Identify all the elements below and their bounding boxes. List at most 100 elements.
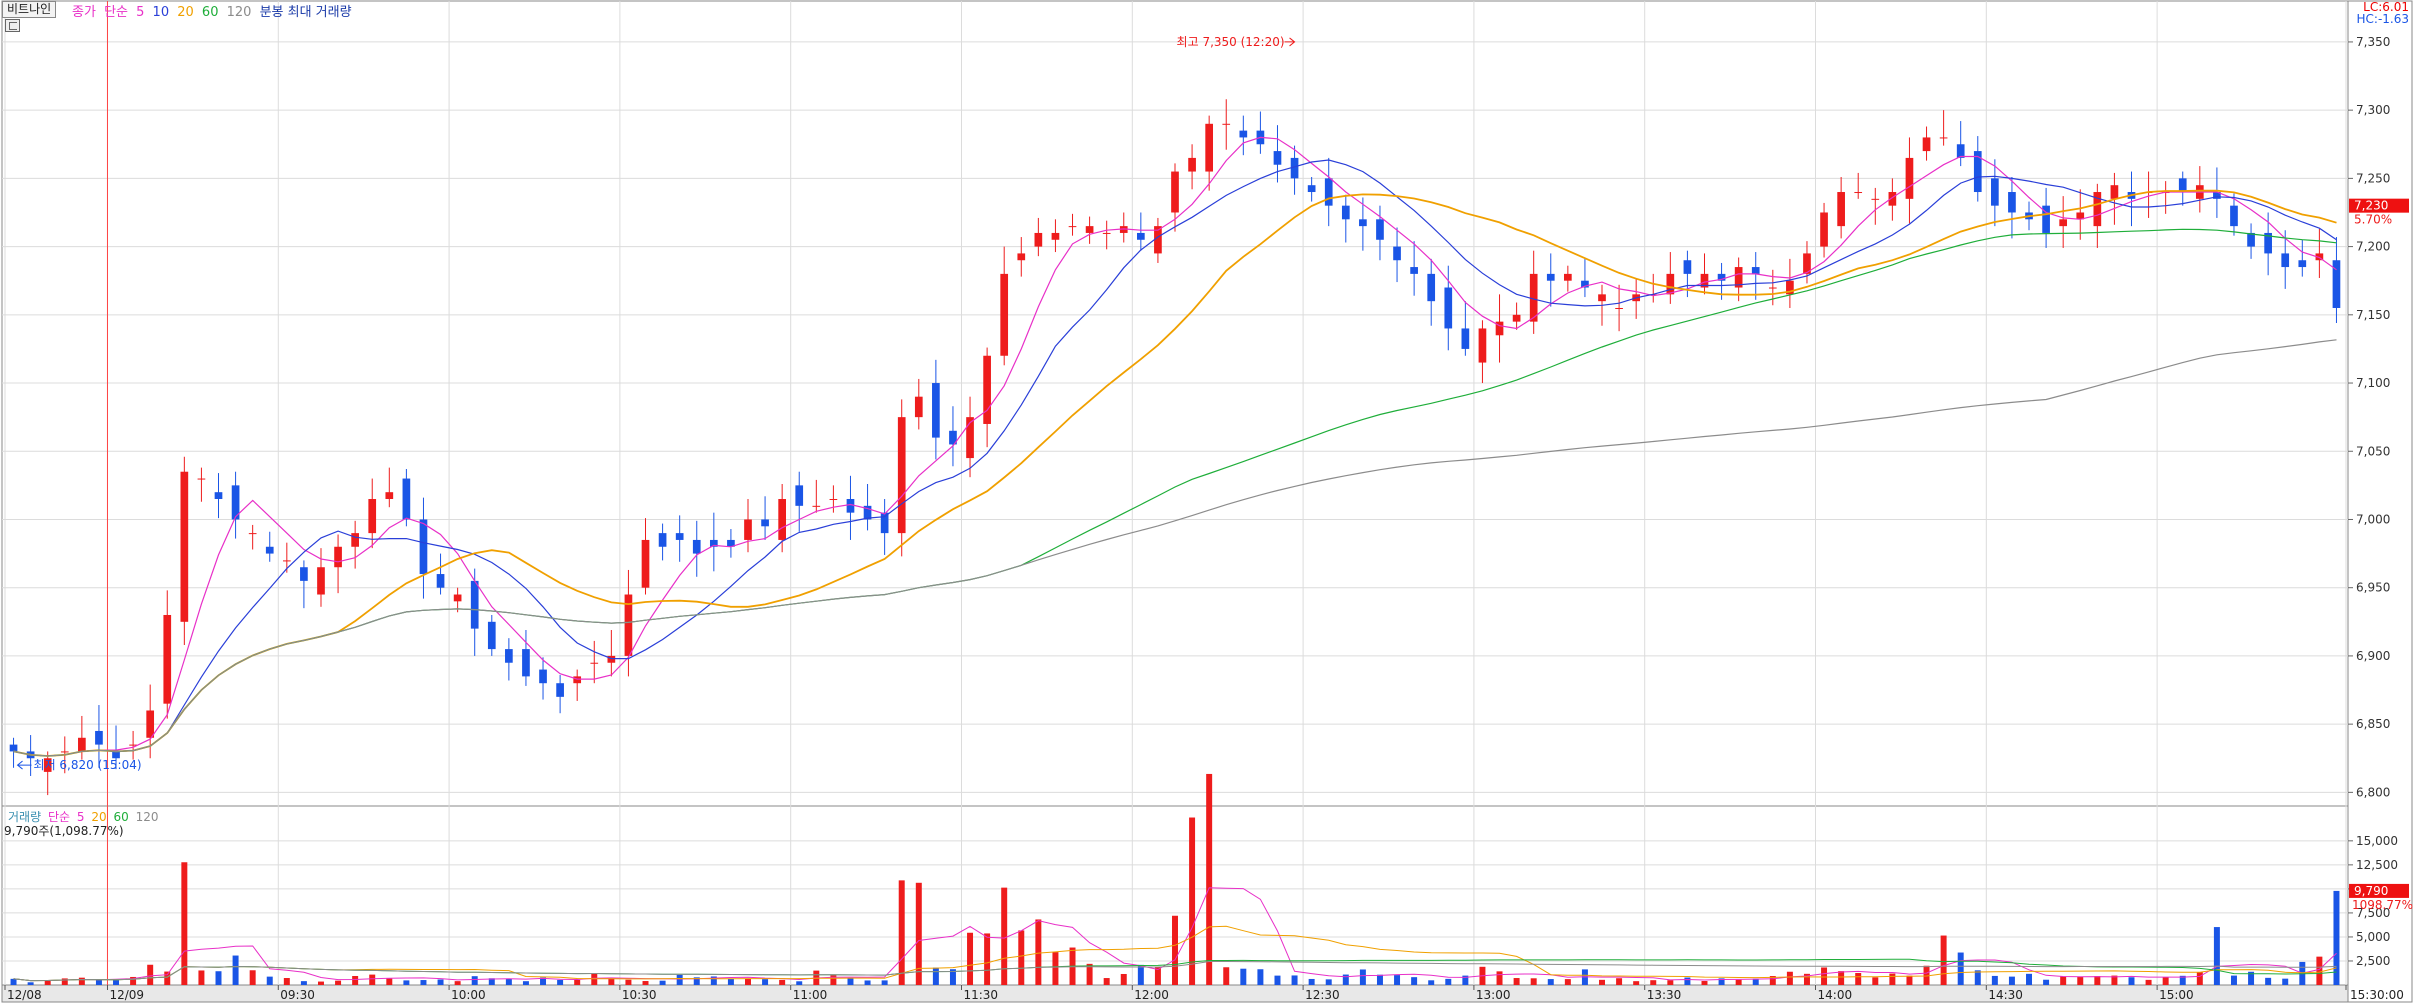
volume-bar [1411,977,1418,985]
candle-body [863,505,872,520]
candle-body [1239,130,1248,138]
candle-body [1939,137,1948,139]
candle-body [675,533,684,540]
volume-bar [249,970,256,985]
ma5-line [13,136,2337,757]
candle-body [1290,157,1299,179]
candle-body [1615,307,1623,309]
legend-ma120: 120 [226,5,252,20]
volume-bar [403,980,410,985]
candle-body [897,417,906,534]
candle-body [1666,273,1675,295]
candle-body [453,594,462,602]
volume-bar [61,978,68,985]
volume-bar [2162,977,2169,985]
volume-bar [1376,974,1383,985]
candle-body [1376,219,1384,240]
candle-body [1956,144,1965,158]
price-tick-label: 6,800 [2356,785,2390,799]
volume-legend-ma120: 120 [135,810,159,824]
candle-body [966,417,974,459]
candle-body [1102,232,1111,234]
volume-bar [2248,971,2255,985]
stock-name-button[interactable]: 비트나인 [2,1,57,18]
volume-bar [1445,978,1452,985]
candle-body [573,676,582,684]
volume-bar [454,981,461,985]
candle-body [214,492,223,500]
candle-body [95,730,103,745]
current-volume-label: 9,790 [2354,884,2388,898]
candle-body [812,505,821,507]
volume-bar [2145,979,2152,985]
time-tick-label: 11:00 [793,988,828,1002]
candle-body [300,567,308,581]
volume-legend-ma5: 5 [76,810,85,824]
candle-body [522,649,530,677]
candle-body [265,546,274,554]
legend-ma10: 10 [152,5,170,20]
volume-legend-ma20: 20 [91,810,107,824]
volume-bar [574,979,581,985]
legend-max-volume: 분봉 최대 거래량 [259,5,352,20]
candle-body [1359,219,1367,227]
candle-body [1341,205,1350,220]
volume-bar [1940,935,1947,985]
candle-body [2332,260,2341,308]
candle-body [983,355,991,424]
candle-body [1154,226,1162,254]
volume-bar [1769,976,1776,985]
volume-bar [2026,973,2033,985]
volume-bar [1684,977,1691,985]
volume-bar [779,979,786,985]
volume-bar [78,977,85,985]
candle-body [2247,232,2255,247]
candle-body [282,560,291,562]
candle-body [1034,232,1043,247]
volume-bar [113,979,120,985]
volume-tick-label: 15,000 [2356,834,2398,848]
volume-bar [95,980,102,985]
volume-bar [1086,963,1093,985]
time-tick-label: 11:30 [963,988,998,1002]
volume-bar [232,955,239,985]
candle-body [1000,273,1009,356]
volume-bar [1872,977,1879,985]
high-price-arrow [1284,37,1296,47]
candle-body [1136,232,1145,240]
grid-toggle-icon[interactable] [5,19,20,32]
volume-tick-label: 12,500 [2356,858,2398,872]
legend-price-type: 종가 [72,5,96,20]
volume-bar [1496,971,1503,985]
volume-bar [1325,979,1332,985]
volume-bar [2043,979,2050,985]
volume-bar [44,980,51,985]
hc-readout: HC:-1.63 [2356,12,2410,26]
current-volume-ratio: 1098.77% [2352,898,2413,912]
candle-body [1546,273,1555,281]
volume-bar [762,979,769,985]
candle-body [385,492,394,500]
candle-body [1734,267,1743,288]
volume-bar [1974,970,1981,985]
candle-body [1478,328,1487,363]
volume-bar [1991,975,1998,985]
price-tick-label: 7,050 [2356,444,2390,458]
volume-bar [1530,978,1537,985]
volume-bar [1257,969,1264,985]
candle-body [1973,151,1982,193]
volume-bar [2111,975,2118,985]
volume-bar [215,971,222,985]
volume-bar [1718,978,1725,985]
volume-bar [1274,975,1281,985]
candle-body [1085,226,1094,233]
ma10-line [13,159,2337,757]
price-tick-label: 6,900 [2356,649,2390,663]
candle-body [1905,157,1914,199]
candle-body [43,758,52,772]
candle-body [556,683,564,697]
candle-body [1581,280,1589,288]
volume-bar [1599,979,1605,985]
candle-body [1222,123,1231,125]
